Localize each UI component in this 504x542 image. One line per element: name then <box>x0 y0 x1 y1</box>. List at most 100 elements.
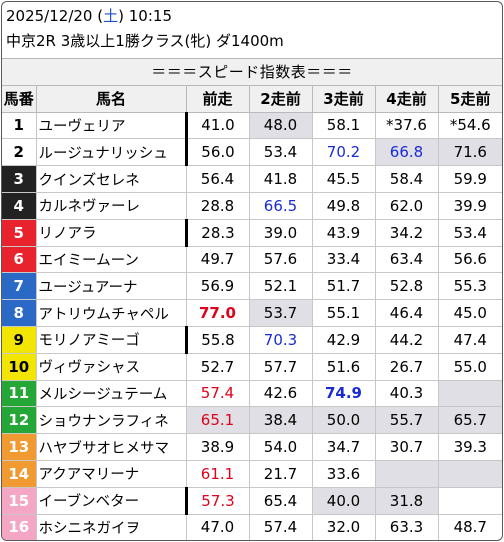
horse-name: クインズセレネ <box>35 165 187 193</box>
table-row: 7 ユージュアーナ 56.9 52.1 51.7 52.8 55.3 <box>2 272 502 301</box>
table-row: 2 ルージュナリッシュ 56.0 53.4 70.2 66.8 71.6 <box>2 138 502 167</box>
horse-name: アトリウムチャペル <box>35 299 187 327</box>
speed-index-2-races-ago: 65.4 <box>248 486 313 515</box>
race-date: 2025/12/20 <box>6 7 93 25</box>
speed-index-4-races-ago: 63.3 <box>374 513 439 540</box>
table-row: 14 アクアマリーナ 61.1 21.7 33.6 <box>2 459 502 488</box>
speed-index-2-races-ago: 66.5 <box>248 191 313 220</box>
speed-index-5-races-ago: 45.0 <box>437 299 502 327</box>
speed-index-last-race: 56.4 <box>185 165 250 193</box>
speed-index-3-races-ago: 33.6 <box>311 459 376 488</box>
table-row: 6 エイミームーン 49.7 57.6 33.4 63.4 56.6 <box>2 245 502 274</box>
speed-index-2-races-ago: 57.4 <box>248 513 313 540</box>
col-header-2-races-ago: 2走前 <box>248 84 313 113</box>
speed-index-5-races-ago: 65.7 <box>437 406 502 435</box>
horse-name: ショウナンラフィネ <box>35 406 187 435</box>
table-row: 12 ショウナンラフィネ 65.1 38.4 50.0 55.7 65.7 <box>2 406 502 435</box>
horse-number: 13 <box>2 433 37 461</box>
speed-index-5-races-ago: 59.9 <box>437 165 502 193</box>
speed-index-3-races-ago: 45.5 <box>311 165 376 193</box>
speed-index-last-race: 56.0 <box>185 138 250 167</box>
speed-index-2-races-ago: 42.6 <box>248 379 313 408</box>
speed-index-5-races-ago: 71.6 <box>437 138 502 167</box>
col-header-number: 馬番 <box>2 84 37 113</box>
speed-index-5-races-ago <box>437 486 502 515</box>
speed-index-3-races-ago: 51.6 <box>311 352 376 381</box>
speed-index-last-race: 57.3 <box>185 486 250 515</box>
speed-index-last-race: 61.1 <box>185 459 250 488</box>
horse-name: ハヤブサオヒメサマ <box>35 433 187 461</box>
speed-index-5-races-ago: *54.6 <box>437 111 502 140</box>
speed-index-3-races-ago: 74.9 <box>311 379 376 408</box>
speed-index-4-races-ago: 58.4 <box>374 165 439 193</box>
horse-name: モリノアミーゴ <box>35 325 188 354</box>
speed-index-4-races-ago: *37.6 <box>374 111 439 140</box>
speed-index-2-races-ago: 41.8 <box>248 165 313 193</box>
race-dow-open: ( <box>97 7 104 25</box>
speed-index-2-races-ago: 38.4 <box>248 406 313 435</box>
horse-name: ルージュナリッシュ <box>35 138 188 167</box>
speed-index-last-race: 28.3 <box>185 218 250 247</box>
horse-number: 14 <box>2 459 37 488</box>
speed-index-4-races-ago: 52.8 <box>374 272 439 301</box>
speed-index-2-races-ago: 53.4 <box>248 138 313 167</box>
horse-number: 6 <box>2 245 37 274</box>
speed-index-5-races-ago <box>437 459 502 488</box>
speed-index-3-races-ago: 70.2 <box>311 138 376 167</box>
speed-index-last-race: 56.9 <box>185 272 250 301</box>
race-dow-close: ) <box>118 7 124 25</box>
speed-index-4-races-ago: 55.7 <box>374 406 439 435</box>
speed-index-4-races-ago: 46.4 <box>374 299 439 327</box>
table-row: 15 イーブンベター 57.3 65.4 40.0 31.8 <box>2 486 502 515</box>
table-row: 1 ユーヴェリア 41.0 48.0 58.1 *37.6 *54.6 <box>2 111 502 140</box>
race-datetime: 2025/12/20 (土) 10:15 <box>6 6 172 26</box>
speed-index-4-races-ago <box>374 459 439 488</box>
speed-index-last-race: 38.9 <box>185 433 250 461</box>
race-info: 中京2R 3歳以上1勝クラス(牝) ダ1400m <box>6 32 284 50</box>
table-title-row: ＝＝＝スピード指数表＝＝＝ <box>2 58 502 86</box>
speed-index-last-race: 47.0 <box>185 513 250 540</box>
speed-index-5-races-ago: 56.6 <box>437 245 502 274</box>
race-time: 10:15 <box>128 7 172 25</box>
horse-name: イーブンベター <box>35 486 188 515</box>
table-row: 3 クインズセレネ 56.4 41.8 45.5 58.4 59.9 <box>2 165 502 193</box>
speed-index-2-races-ago: 53.7 <box>248 299 313 327</box>
column-header-row: 馬番 馬名 前走 2走前 3走前 4走前 5走前 <box>2 84 502 113</box>
table-row: 9 モリノアミーゴ 55.8 70.3 42.9 44.2 47.4 <box>2 325 502 354</box>
speed-index-5-races-ago: 55.3 <box>437 272 502 301</box>
table-row: 5 リノアラ 28.3 39.0 43.9 34.2 53.4 <box>2 218 502 247</box>
col-header-3-races-ago: 3走前 <box>311 84 376 113</box>
horse-number: 8 <box>2 299 37 327</box>
table-row: 11 メルシージュテーム 57.4 42.6 74.9 40.3 <box>2 379 502 408</box>
speed-index-4-races-ago: 30.7 <box>374 433 439 461</box>
horse-name: ユーヴェリア <box>35 111 188 140</box>
speed-index-2-races-ago: 70.3 <box>248 325 313 354</box>
speed-index-last-race: 28.8 <box>185 191 250 220</box>
horse-number: 5 <box>2 218 37 247</box>
speed-index-3-races-ago: 51.7 <box>311 272 376 301</box>
speed-index-2-races-ago: 57.7 <box>248 352 313 381</box>
horse-number: 4 <box>2 191 37 220</box>
horse-name: メルシージュテーム <box>35 379 187 408</box>
horse-name: ユージュアーナ <box>35 272 187 301</box>
race-day-of-week: 土 <box>103 7 119 25</box>
speed-index-2-races-ago: 52.1 <box>248 272 313 301</box>
horse-name: リノアラ <box>35 218 188 247</box>
horse-number: 15 <box>2 486 37 515</box>
speed-index-4-races-ago: 31.8 <box>374 486 439 515</box>
speed-index-3-races-ago: 32.0 <box>311 513 376 540</box>
speed-index-last-race: 57.4 <box>185 379 250 408</box>
speed-index-2-races-ago: 48.0 <box>248 111 313 140</box>
speed-index-3-races-ago: 58.1 <box>311 111 376 140</box>
speed-index-table: ＝＝＝スピード指数表＝＝＝ 馬番 馬名 前走 2走前 3走前 4走前 5走前 1… <box>2 58 502 540</box>
horse-number: 3 <box>2 165 37 193</box>
speed-index-last-race: 77.0 <box>185 299 250 327</box>
table-row: 16 ホシニネガイヲ 47.0 57.4 32.0 63.3 48.7 <box>2 513 502 540</box>
table-row: 13 ハヤブサオヒメサマ 38.9 54.0 34.7 30.7 39.3 <box>2 433 502 461</box>
speed-index-3-races-ago: 55.1 <box>311 299 376 327</box>
speed-index-3-races-ago: 34.7 <box>311 433 376 461</box>
col-header-4-races-ago: 4走前 <box>374 84 439 113</box>
speed-index-last-race: 49.7 <box>185 245 250 274</box>
horse-number: 12 <box>2 406 37 435</box>
